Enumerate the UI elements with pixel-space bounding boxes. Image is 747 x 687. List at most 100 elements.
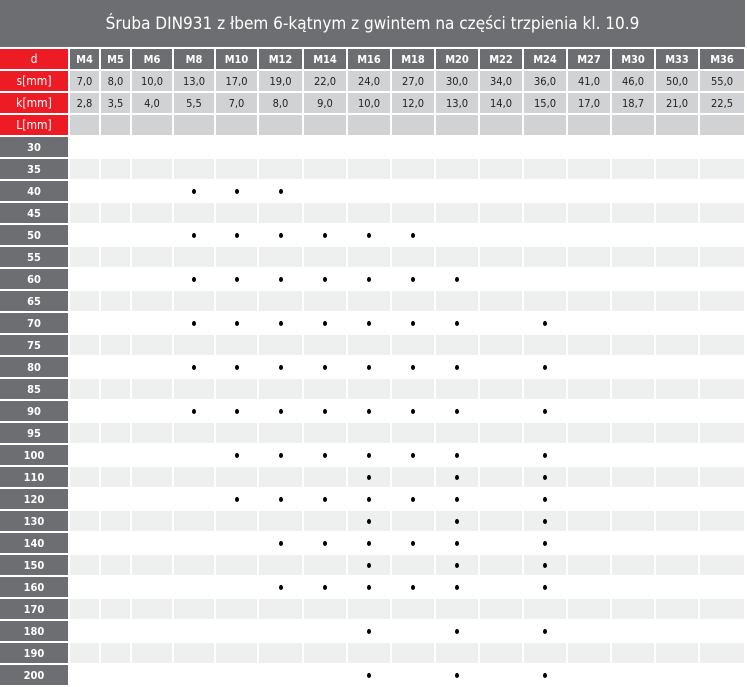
availability-cell [656, 489, 698, 509]
availability-cell [348, 181, 390, 201]
table-row: 130 [0, 511, 744, 531]
availability-cell [480, 489, 522, 509]
table-row: 90 [0, 401, 744, 421]
available-dot-icon [323, 365, 327, 370]
availability-cell [304, 489, 346, 509]
availability-cell [348, 423, 390, 443]
availability-cell [568, 225, 610, 245]
availability-cell [656, 203, 698, 223]
availability-cell [259, 533, 302, 553]
availability-cell [436, 665, 478, 685]
availability-cell [101, 379, 130, 399]
available-dot-icon [192, 233, 196, 238]
availability-cell [568, 643, 610, 663]
availability-cell [656, 533, 698, 553]
available-dot-icon [278, 585, 283, 590]
header-cell: 4,0 [132, 93, 172, 113]
header-cell: 24,0 [348, 71, 390, 91]
available-dot-icon [278, 365, 283, 370]
available-dot-icon [323, 277, 327, 282]
availability-cell [480, 247, 522, 267]
available-dot-icon [411, 365, 415, 370]
availability-cell [656, 357, 698, 377]
availability-cell [259, 313, 302, 333]
header-cell: M36 [700, 49, 744, 69]
availability-cell [480, 511, 522, 531]
availability-cell [392, 599, 434, 619]
availability-cell [436, 643, 478, 663]
availability-cell [612, 159, 654, 179]
length-label: 110 [0, 467, 68, 487]
availability-cell [480, 643, 522, 663]
availability-cell [132, 621, 172, 641]
availability-cell [656, 467, 698, 487]
availability-cell [259, 159, 302, 179]
availability-cell [524, 445, 566, 465]
availability-cell [392, 621, 434, 641]
header-cell: 10,0 [132, 71, 172, 91]
availability-cell [304, 291, 346, 311]
availability-cell [700, 643, 744, 663]
availability-cell [259, 489, 302, 509]
availability-cell [304, 577, 346, 597]
availability-cell [700, 621, 744, 641]
availability-cell [568, 335, 610, 355]
availability-cell [216, 379, 257, 399]
availability-cell [174, 335, 214, 355]
available-dot-icon [367, 409, 371, 414]
availability-cell [700, 489, 744, 509]
availability-cell [436, 533, 478, 553]
availability-cell [392, 247, 434, 267]
availability-cell [612, 181, 654, 201]
availability-cell [259, 291, 302, 311]
available-dot-icon [455, 365, 459, 370]
available-dot-icon [367, 453, 371, 458]
availability-cell [568, 181, 610, 201]
available-dot-icon [234, 497, 239, 502]
header-cell: M22 [480, 49, 522, 69]
availability-cell [304, 203, 346, 223]
availability-cell [70, 599, 99, 619]
availability-cell [216, 555, 257, 575]
available-dot-icon [411, 541, 415, 546]
available-dot-icon [411, 585, 415, 590]
availability-cell [568, 533, 610, 553]
availability-cell [656, 665, 698, 685]
availability-cell [132, 445, 172, 465]
available-dot-icon [278, 321, 283, 326]
availability-cell [101, 335, 130, 355]
availability-cell [174, 445, 214, 465]
availability-cell [70, 511, 99, 531]
available-dot-icon [323, 453, 327, 458]
header-cell: 41,0 [568, 71, 610, 91]
available-dot-icon [411, 409, 415, 414]
availability-cell [216, 665, 257, 685]
availability-cell [568, 577, 610, 597]
availability-cell [70, 621, 99, 641]
availability-cell [304, 181, 346, 201]
availability-cell [656, 181, 698, 201]
table-row: 55 [0, 247, 744, 267]
row-label: d [0, 49, 68, 69]
availability-cell [304, 445, 346, 465]
availability-cell [656, 269, 698, 289]
availability-cell [304, 467, 346, 487]
available-dot-icon [278, 189, 283, 194]
length-label: 180 [0, 621, 68, 641]
availability-cell [348, 621, 390, 641]
availability-cell [480, 291, 522, 311]
availability-cell [304, 621, 346, 641]
availability-cell [174, 665, 214, 685]
header-cell [436, 115, 478, 135]
table-row: 80 [0, 357, 744, 377]
availability-cell [348, 313, 390, 333]
availability-cell [348, 159, 390, 179]
availability-cell [304, 401, 346, 421]
availability-cell [568, 511, 610, 531]
table-row: 65 [0, 291, 744, 311]
availability-cell [700, 511, 744, 531]
header-cell: M24 [524, 49, 566, 69]
availability-cell [700, 533, 744, 553]
header-row: k[mm] 2,8 3,5 4,0 5,5 7,0 8,0 9,0 10,0 12,0 13,0 14… [0, 93, 744, 113]
availability-cell [132, 203, 172, 223]
